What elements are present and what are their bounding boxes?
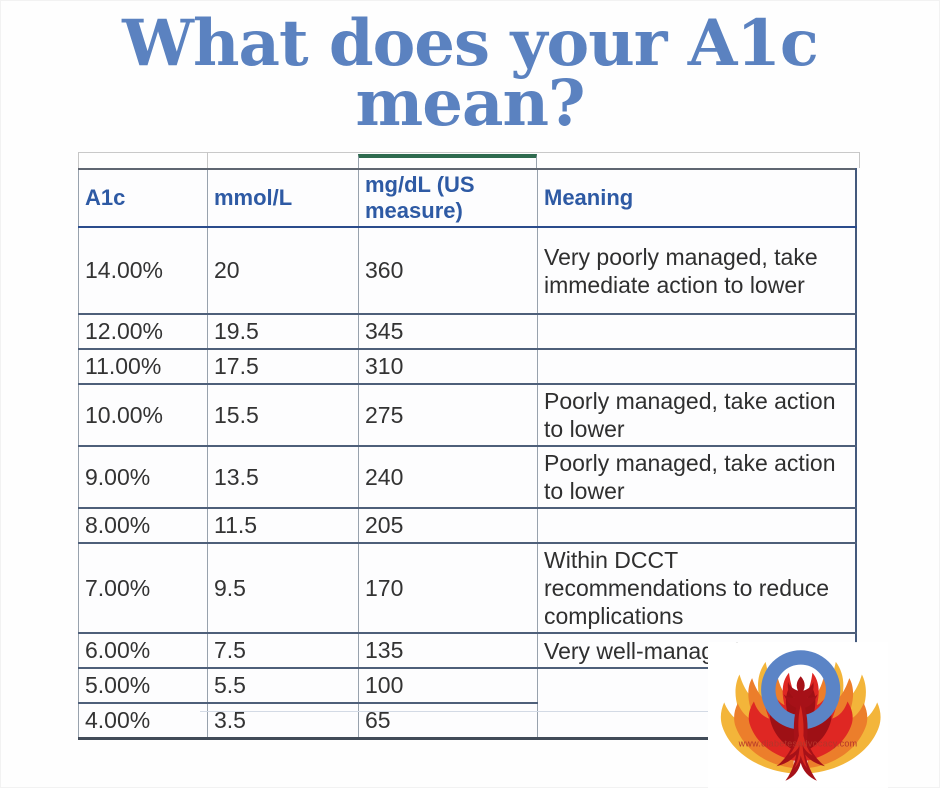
cell-mmol: 13.5 [207, 446, 359, 508]
cell-mgdl: 345 [358, 314, 538, 349]
cell-mgdl: 135 [358, 633, 538, 668]
cell-mmol: 19.5 [207, 314, 359, 349]
table-row: 10.00% 15.5 275 Poorly managed, take act… [78, 384, 856, 446]
page-title-line-2: mean? [355, 66, 586, 141]
table-row: 12.00% 19.5 345 [78, 314, 856, 349]
page-title: What does your A1c mean? [0, 6, 940, 141]
table-row: 8.00% 11.5 205 [78, 508, 856, 543]
cell-mgdl: 360 [358, 227, 538, 314]
table-row: 11.00% 17.5 310 [78, 349, 856, 384]
cell-a1c: 10.00% [78, 384, 208, 446]
fragment-gridline [859, 152, 860, 168]
cell-mgdl: 65 [358, 703, 538, 739]
cell-mgdl: 100 [358, 668, 538, 703]
cell-a1c: 6.00% [78, 633, 208, 668]
cell-mmol: 3.5 [207, 703, 359, 739]
table-row: 14.00% 20 360 Very poorly managed, take … [78, 227, 856, 314]
cell-mmol: 11.5 [207, 508, 359, 543]
col-header-mmol: mmol/L [207, 169, 359, 227]
cell-meaning: Within DCCT recommendations to reduce co… [537, 543, 856, 633]
cell-a1c: 11.00% [78, 349, 208, 384]
cell-mgdl: 310 [358, 349, 538, 384]
cell-a1c: 5.00% [78, 668, 208, 703]
cell-meaning [537, 508, 856, 543]
selected-column-accent [358, 154, 537, 168]
cell-mmol: 5.5 [207, 668, 359, 703]
table-header-row: A1c mmol/L mg/dL (US measure) Meaning [78, 169, 856, 227]
table-row: 9.00% 13.5 240 Poorly managed, take acti… [78, 446, 856, 508]
phoenix-body-highlight [789, 705, 813, 769]
fragment-gridline [78, 152, 79, 168]
table-row: 4.00% 3.5 65 [78, 703, 856, 739]
cell-mgdl: 275 [358, 384, 538, 446]
page-title-line-1: What does your A1c [122, 6, 819, 81]
cell-a1c: 14.00% [78, 227, 208, 314]
cell-meaning [537, 314, 856, 349]
cell-a1c: 9.00% [78, 446, 208, 508]
cell-mgdl: 205 [358, 508, 538, 543]
cell-meaning [537, 349, 856, 384]
diabetes-advocacy-phoenix-logo: www.diabetesadvocacy.com [708, 642, 888, 788]
col-header-a1c: A1c [78, 169, 208, 227]
cell-a1c: 7.00% [78, 543, 208, 633]
table-bottom-shadow [200, 711, 840, 712]
cell-meaning: Poorly managed, take action to lower [537, 446, 856, 508]
cell-a1c: 12.00% [78, 314, 208, 349]
cell-mgdl: 170 [358, 543, 538, 633]
cell-a1c: 4.00% [78, 703, 208, 739]
cell-mgdl: 240 [358, 446, 538, 508]
cell-mmol: 20 [207, 227, 359, 314]
spreadsheet-crop-fragment [78, 152, 860, 168]
cell-mmol: 9.5 [207, 543, 359, 633]
cell-mmol: 7.5 [207, 633, 359, 668]
col-header-meaning: Meaning [537, 169, 856, 227]
cell-meaning: Very poorly managed, take immediate acti… [537, 227, 856, 314]
logo-website-text: www.diabetesadvocacy.com [738, 739, 858, 749]
fragment-top-line [78, 152, 860, 153]
cell-mmol: 15.5 [207, 384, 359, 446]
table-row: 7.00% 9.5 170 Within DCCT recommendation… [78, 543, 856, 633]
cell-a1c: 8.00% [78, 508, 208, 543]
cell-mmol: 17.5 [207, 349, 359, 384]
cell-meaning: Poorly managed, take action to lower [537, 384, 856, 446]
fragment-gridline [207, 152, 208, 168]
col-header-mgdl: mg/dL (US measure) [358, 169, 538, 227]
